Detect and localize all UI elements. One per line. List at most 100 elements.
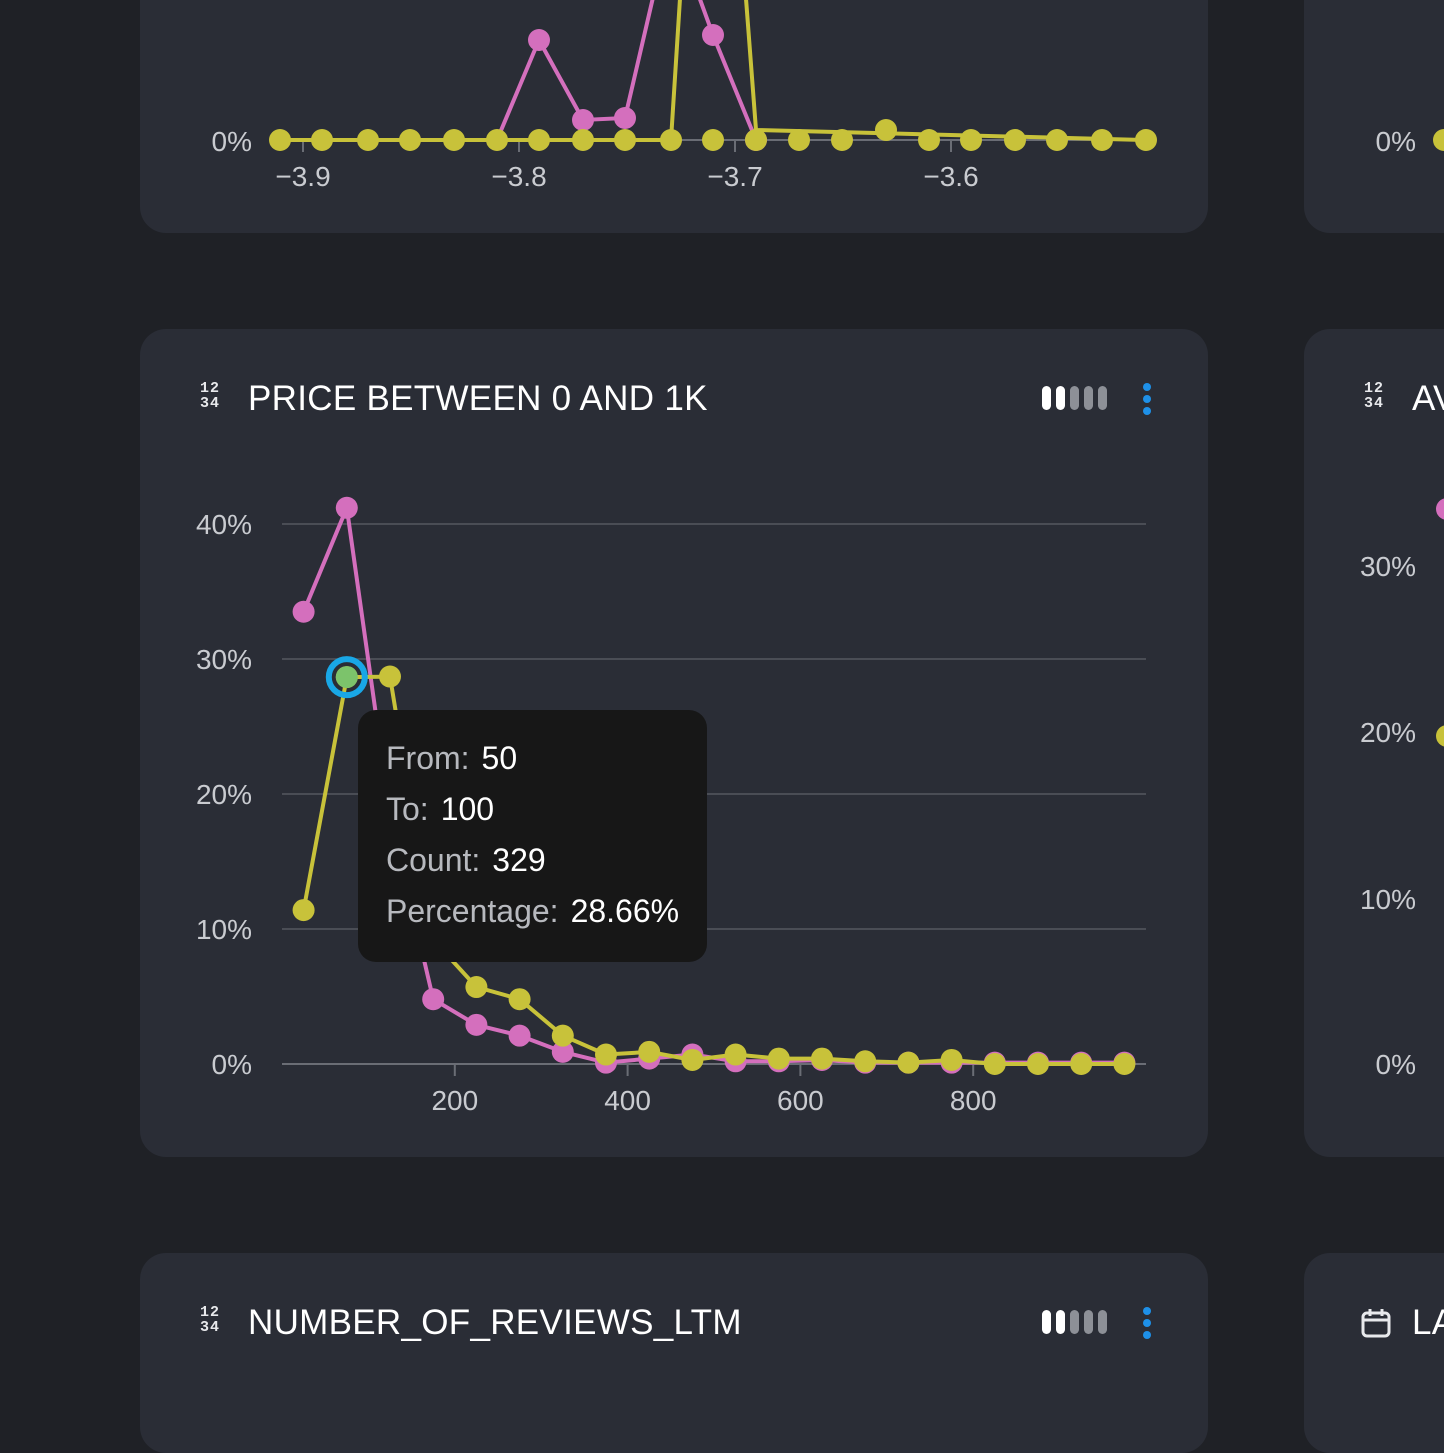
data-point [528, 129, 550, 151]
tooltip-key: From: [386, 740, 470, 776]
right-y-tick-20: 20% [1360, 717, 1416, 748]
num-icon-top: 12 [1364, 380, 1385, 397]
tooltip-value: 50 [481, 740, 518, 776]
reviews-chart-card: 12 34 NUMBER_OF_REVIEWS_LTM [140, 1253, 1208, 1453]
data-point[interactable] [854, 1050, 877, 1073]
top-x-ticks: −3.9 −3.8 −3.7 −3.6 [275, 140, 979, 192]
data-point[interactable] [508, 1024, 531, 1047]
highlighted-point[interactable] [335, 666, 358, 689]
data-point [702, 24, 724, 46]
data-point [572, 129, 594, 151]
data-point[interactable] [508, 988, 531, 1011]
data-point [702, 129, 724, 151]
top-y-tick-0: 0% [212, 126, 252, 157]
card-title: NUMBER_OF_REVIEWS_LTM [248, 1303, 742, 1342]
y-axis-ticks: 0% 10% 20% 30% 40% [196, 509, 252, 1080]
data-point [1046, 129, 1068, 151]
data-point[interactable] [767, 1047, 790, 1070]
kebab-menu-icon[interactable] [1140, 381, 1154, 417]
top-chart-card: 0% −3.9 −3.8 −3.7 −3.6 [140, 0, 1208, 233]
price-chart-svg: 0% 10% 20% 30% 40% 200 400 600 800 [196, 496, 1146, 1116]
data-point [831, 129, 853, 151]
chart-tooltip: From: 50 To: 100 Count: 329 Percentage: 28.6… [358, 710, 707, 962]
top-right-y-tick-0: 0% [1376, 126, 1416, 157]
data-point [614, 129, 636, 151]
right-yellow-point [1436, 725, 1444, 747]
top-right-point [1433, 129, 1444, 151]
top-yellow-path [280, 0, 1147, 142]
data-point[interactable] [983, 1053, 1006, 1075]
data-point[interactable] [595, 1043, 617, 1066]
tooltip-row-to: To: 100 [386, 789, 707, 840]
data-point[interactable] [292, 899, 315, 922]
bars-toggle-icon[interactable] [1042, 1310, 1107, 1334]
data-point [875, 119, 897, 141]
numeric-type-icon: 12 34 [1364, 381, 1394, 417]
data-point[interactable] [811, 1047, 833, 1070]
data-point [660, 129, 682, 151]
top-chart-svg: 0% −3.9 −3.8 −3.7 −3.6 [212, 0, 1157, 192]
data-point[interactable] [335, 496, 358, 519]
data-point[interactable] [1070, 1053, 1093, 1075]
tooltip-key: Percentage: [386, 893, 559, 929]
data-point [1091, 129, 1113, 151]
data-point [614, 107, 636, 129]
data-point[interactable] [638, 1040, 661, 1063]
y-tick-label: 40% [196, 509, 252, 540]
top-pink-line [495, 0, 767, 151]
tooltip-key: To: [386, 791, 429, 827]
highlight-ring [325, 656, 368, 699]
data-point[interactable] [1027, 1053, 1049, 1075]
x-tick-label: −3.9 [275, 161, 330, 192]
data-point[interactable] [422, 988, 445, 1011]
tooltip-row-percentage: Percentage: 28.66% [386, 891, 707, 942]
num-icon-bottom: 34 [200, 395, 221, 412]
tooltip-row-from: From: 50 [386, 738, 707, 789]
top-yellow-line [269, 0, 1157, 151]
data-point[interactable] [897, 1051, 920, 1074]
data-point [311, 129, 333, 151]
x-tick-label: 200 [431, 1085, 478, 1116]
y-tick-label: 0% [212, 1049, 252, 1080]
data-point[interactable] [465, 1013, 488, 1036]
x-tick-label: 400 [604, 1085, 651, 1116]
y-tick-label: 10% [196, 914, 252, 945]
data-point[interactable] [551, 1040, 574, 1063]
data-point [528, 29, 550, 51]
numeric-type-icon: 12 34 [200, 381, 230, 417]
card-title: PRICE BETWEEN 0 AND 1K [248, 379, 708, 418]
right-y-tick-0: 0% [1376, 1049, 1416, 1080]
data-point [1004, 129, 1026, 151]
data-point[interactable] [551, 1024, 574, 1047]
chart-highlight [325, 656, 368, 699]
data-point[interactable] [379, 665, 401, 688]
right-y-tick-30: 30% [1360, 551, 1416, 582]
y-tick-label: 30% [196, 644, 252, 675]
bars-toggle-icon[interactable] [1042, 386, 1107, 410]
tooltip-value: 100 [440, 791, 495, 827]
right-y-tick-10: 10% [1360, 884, 1416, 915]
bottom-right-card: LA [1304, 1253, 1444, 1453]
data-point [357, 129, 379, 151]
right-pink-point [1436, 498, 1444, 520]
x-tick-label: 600 [777, 1085, 824, 1116]
card-title-partial: LA [1412, 1303, 1444, 1342]
data-point [399, 129, 421, 151]
tooltip-row-count: Count: 329 [386, 840, 707, 891]
data-point [572, 109, 594, 131]
data-point[interactable] [940, 1048, 963, 1071]
data-point [745, 129, 767, 151]
data-point[interactable] [1113, 1053, 1136, 1075]
chart-series [292, 496, 1136, 1075]
num-icon-bottom: 34 [200, 1319, 221, 1336]
data-point[interactable] [292, 600, 315, 623]
data-point[interactable] [681, 1048, 704, 1071]
x-tick-label: −3.6 [923, 161, 978, 192]
tooltip-key: Count: [386, 842, 481, 878]
data-point [788, 129, 810, 151]
kebab-menu-icon[interactable] [1140, 1305, 1154, 1341]
data-point[interactable] [724, 1043, 747, 1066]
data-point[interactable] [465, 976, 488, 999]
x-tick-label: −3.8 [491, 161, 546, 192]
numeric-type-icon: 12 34 [200, 1305, 230, 1341]
